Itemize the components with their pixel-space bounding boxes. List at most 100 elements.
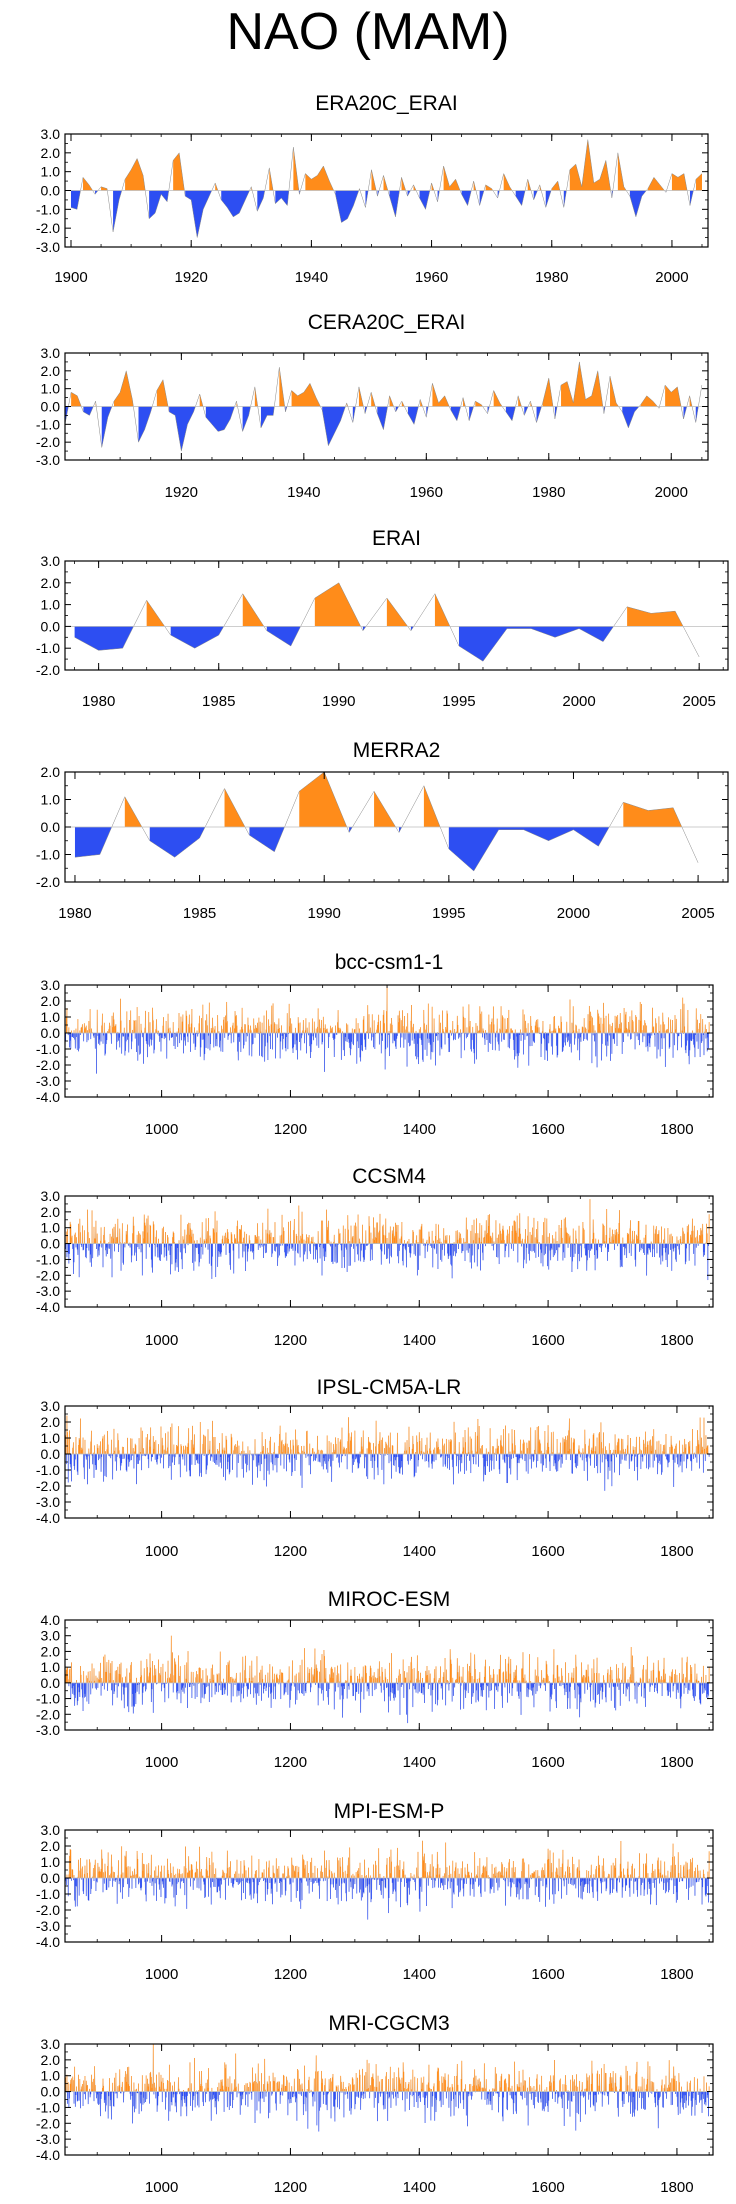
plot-area bbox=[65, 1415, 710, 1491]
negative-area bbox=[629, 190, 647, 217]
x-tick-label: 1980 bbox=[58, 905, 91, 922]
y-tick-label: -1.0 bbox=[36, 1251, 60, 1267]
y-tick-label: 2.0 bbox=[41, 764, 61, 780]
negative-area bbox=[335, 190, 359, 223]
positive-area bbox=[671, 173, 688, 191]
y-tick-label: -2.0 bbox=[36, 1706, 60, 1722]
x-tick-label: 1600 bbox=[531, 1543, 564, 1560]
negative-area bbox=[266, 626, 301, 647]
x-tick-label: 1990 bbox=[308, 905, 341, 922]
positive-area bbox=[561, 361, 603, 407]
positive-area bbox=[113, 370, 134, 407]
y-tick-label: 2.0 bbox=[41, 993, 61, 1009]
negative-area bbox=[389, 190, 400, 217]
y-tick-label: -3.0 bbox=[36, 239, 60, 255]
y-tick-label: -2.0 bbox=[36, 220, 60, 236]
y-tick-label: -2.0 bbox=[36, 874, 60, 890]
negative-area bbox=[113, 190, 122, 232]
x-tick-label: 1800 bbox=[660, 1332, 693, 1349]
negative-area bbox=[221, 190, 250, 217]
x-tick-label: 1600 bbox=[531, 1121, 564, 1138]
x-tick-label: 1985 bbox=[202, 693, 235, 710]
negative-area bbox=[138, 406, 153, 443]
x-tick-label: 1920 bbox=[175, 269, 208, 286]
negative-area bbox=[169, 406, 196, 452]
plot-frame bbox=[64, 984, 714, 1098]
y-tick-label: -1.0 bbox=[36, 201, 60, 217]
negative-area bbox=[419, 190, 430, 210]
positive-area bbox=[623, 802, 682, 827]
y-tick-label: -3.0 bbox=[36, 1722, 60, 1738]
y-tick-label: 3.0 bbox=[41, 1398, 61, 1414]
x-tick-label: 2005 bbox=[681, 905, 714, 922]
panel-title: MPI-ESM-P bbox=[334, 1800, 445, 1823]
y-tick-label: 1.0 bbox=[41, 1009, 61, 1025]
positive-area bbox=[291, 383, 321, 407]
x-tick-label: 1960 bbox=[410, 484, 443, 501]
y-tick-label: -4.0 bbox=[36, 1089, 60, 1105]
x-tick-label: 1800 bbox=[660, 1754, 693, 1771]
series-line bbox=[74, 772, 699, 872]
series-line bbox=[65, 1635, 710, 1724]
panel-merra2: MERRA2 2.0 1.0 0.0 -1.0 -2.0 1980 1985 1990 1995 2… bbox=[36, 739, 729, 922]
y-tick-label: 2.0 bbox=[41, 363, 61, 379]
panel-bcc-csm1-1: bcc-csm1-1 3.02.01.00.0-1.0-2.0-3.0-4.0 10… bbox=[36, 951, 714, 1138]
negative-area bbox=[450, 406, 461, 421]
y-tick-label: -2.0 bbox=[36, 1267, 60, 1283]
positive-area bbox=[665, 385, 682, 407]
y-tick-label: 2.0 bbox=[41, 1643, 61, 1659]
x-tick-label: 1960 bbox=[415, 269, 448, 286]
y-tick-label: -1.0 bbox=[36, 1462, 60, 1478]
y-tick-label: 3.0 bbox=[41, 1628, 61, 1644]
negative-area bbox=[83, 406, 94, 416]
x-tick-label: 1985 bbox=[183, 905, 216, 922]
negative-area bbox=[185, 190, 212, 238]
positive-area bbox=[125, 158, 146, 191]
negative-area bbox=[461, 190, 472, 206]
series-line bbox=[70, 139, 703, 238]
x-tick-label: 2000 bbox=[557, 905, 590, 922]
x-tick-label: 1200 bbox=[274, 1543, 307, 1560]
x-tick-label: 1200 bbox=[274, 1754, 307, 1771]
series-line bbox=[74, 582, 700, 662]
plot-area bbox=[70, 139, 703, 238]
y-tick-label: -2.0 bbox=[36, 662, 60, 678]
x-tick-label: 1995 bbox=[432, 905, 465, 922]
y-tick-label: 1.0 bbox=[41, 1430, 61, 1446]
panel-era20c-erai: ERA20C_ERAI 3.0 2.0 1.0 0.0 -1.0 -2.0 -3.0 1900 1… bbox=[36, 92, 709, 286]
positive-area bbox=[493, 390, 503, 407]
x-tick-label: 1800 bbox=[660, 1121, 693, 1138]
x-tick-label: 1940 bbox=[287, 484, 320, 501]
y-tick-label: 2.0 bbox=[41, 575, 61, 591]
y-tick-label: 0.0 bbox=[41, 1025, 61, 1041]
positive-area bbox=[101, 186, 108, 191]
negative-area bbox=[74, 827, 112, 858]
panel-title: ERAI bbox=[372, 527, 421, 550]
positive-area bbox=[305, 166, 334, 191]
panel-title: ERA20C_ERAI bbox=[315, 92, 457, 115]
x-tick-label: 1600 bbox=[531, 1754, 564, 1771]
panel-title: CCSM4 bbox=[352, 1165, 426, 1188]
panel-title: bcc-csm1-1 bbox=[335, 951, 444, 974]
y-tick-label: -3.0 bbox=[36, 452, 60, 468]
y-tick-label: 0.0 bbox=[41, 618, 61, 634]
y-tick-label: -3.0 bbox=[36, 1073, 60, 1089]
plot-area bbox=[74, 582, 700, 662]
x-tick-label: 1000 bbox=[145, 1543, 178, 1560]
positive-area bbox=[640, 395, 658, 407]
panel-mpi-esm-p: MPI-ESM-P3.02.01.00.0-1.0-2.0-3.0-4.0100… bbox=[36, 1800, 714, 1983]
panel-cera20c-erai: CERA20C_ERAI 3.0 2.0 1.0 0.0-1.0 -2.0 -3.0 1920… bbox=[36, 311, 709, 501]
x-tick-label: 1400 bbox=[403, 1543, 436, 1560]
y-tick-label: -3.0 bbox=[36, 1494, 60, 1510]
positive-area bbox=[156, 379, 169, 407]
positive-area bbox=[542, 377, 554, 407]
y-tick-label: 0.0 bbox=[41, 1446, 61, 1462]
negative-area bbox=[260, 406, 275, 428]
y-tick-label: 2.0 bbox=[41, 1414, 61, 1430]
y-tick-label: 1.0 bbox=[41, 1220, 61, 1236]
negative-area bbox=[149, 190, 169, 219]
y-tick-label: 1.0 bbox=[41, 792, 61, 808]
x-tick-label: 1900 bbox=[54, 269, 87, 286]
y-tick-label: 1.0 bbox=[41, 597, 61, 613]
